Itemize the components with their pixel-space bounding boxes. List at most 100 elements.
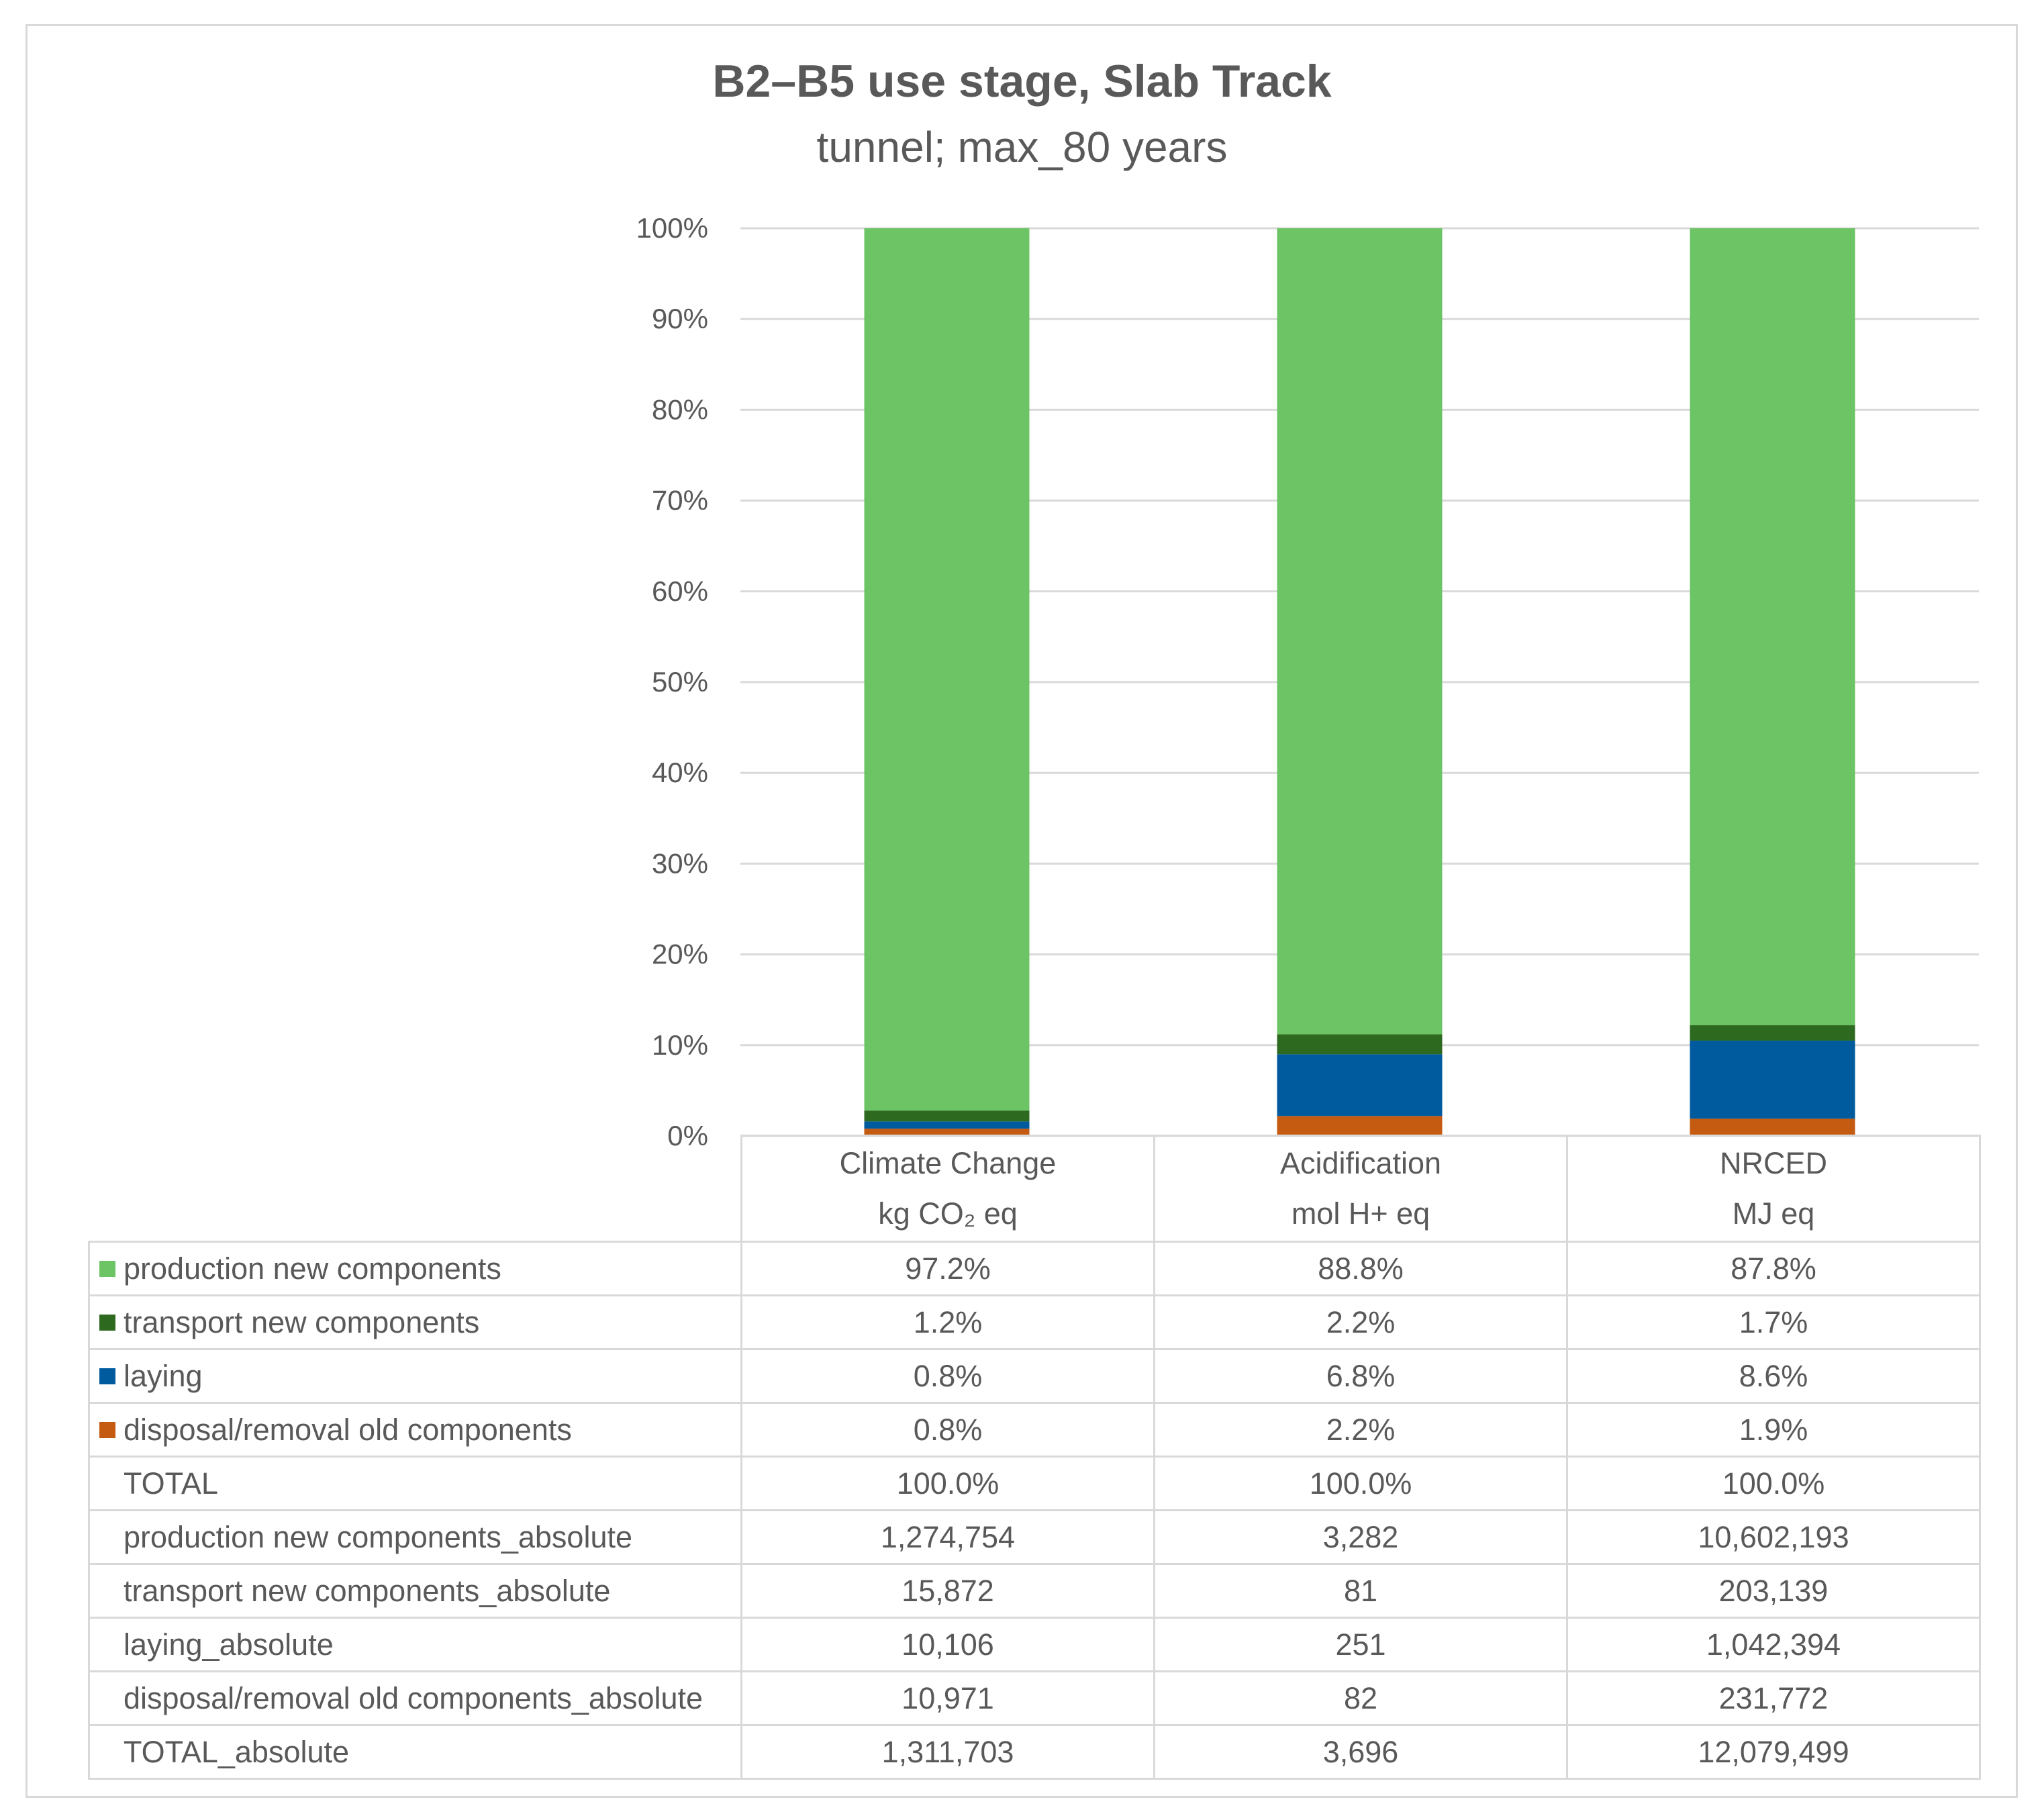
legend-label: transport new components xyxy=(88,1294,742,1350)
row-label: disposal/removal old components_absolute xyxy=(88,1670,742,1726)
table-cell: 1,311,703 xyxy=(740,1724,1155,1780)
table-cell: 203,139 xyxy=(1566,1563,1981,1619)
data-label: 87.8% xyxy=(1566,1241,1981,1296)
y-tick-label: 90% xyxy=(652,303,708,334)
legend-text: disposal/removal old components xyxy=(124,1412,572,1447)
table-row: production new components_absolute 1,274,… xyxy=(88,1509,1981,1565)
data-label: 97.2% xyxy=(740,1241,1155,1296)
table-row: disposal/removal old components_absolute… xyxy=(88,1670,1981,1726)
y-tick-label: 40% xyxy=(652,757,708,788)
bar-segment xyxy=(1690,228,1855,1026)
y-tick-label: 50% xyxy=(652,666,708,698)
table-row: TOTAL 100.0% 100.0% 100.0% xyxy=(88,1456,1981,1511)
table-cell: 3,282 xyxy=(1153,1509,1568,1565)
row-label-text: production new components_absolute xyxy=(124,1519,633,1554)
table-cell: 1,042,394 xyxy=(1566,1617,1981,1672)
data-label: 2.2% xyxy=(1153,1402,1568,1458)
table-cell: 3,696 xyxy=(1153,1724,1568,1780)
table-row: transport new components_absolute 15,872 8… xyxy=(88,1563,1981,1619)
legend-text: transport new components xyxy=(124,1304,480,1339)
category-header-content: Climate Change kg CO₂ eq xyxy=(742,1139,1153,1239)
table-row: laying 0.8% 6.8% 8.6% xyxy=(88,1348,1981,1404)
y-tick-label: 100% xyxy=(636,212,708,244)
legend-swatch xyxy=(99,1421,115,1438)
category-header-content: Acidification mol H+ eq xyxy=(1155,1139,1566,1239)
table-cell: 82 xyxy=(1153,1670,1568,1726)
bar-segment xyxy=(864,1129,1030,1136)
table-cell: 12,079,499 xyxy=(1566,1724,1981,1780)
bar-segment xyxy=(864,1110,1030,1122)
category-unit: mol H+ eq xyxy=(1291,1196,1430,1231)
y-tick-label: 20% xyxy=(652,939,708,970)
table-cell: 81 xyxy=(1153,1563,1568,1619)
bar-segment xyxy=(864,1121,1030,1129)
data-label: 1.7% xyxy=(1566,1294,1981,1350)
legend-swatch xyxy=(99,1314,115,1331)
data-label: 6.8% xyxy=(1153,1348,1568,1404)
row-label: transport new components_absolute xyxy=(88,1563,742,1619)
row-label-text: TOTAL xyxy=(124,1466,218,1501)
legend-text: production new components xyxy=(124,1251,501,1286)
bar-segment xyxy=(1690,1118,1855,1136)
table-row: TOTAL_absolute 1,311,703 3,696 12,079,499 xyxy=(88,1724,1981,1780)
row-label-text: TOTAL_absolute xyxy=(124,1734,350,1769)
category-label: Acidification xyxy=(1279,1146,1442,1180)
table-cell: 1,274,754 xyxy=(740,1509,1155,1565)
data-label: 1.2% xyxy=(740,1294,1155,1350)
row-label: TOTAL_absolute xyxy=(88,1724,742,1780)
data-label: 2.2% xyxy=(1153,1294,1568,1350)
legend-label: production new components xyxy=(88,1241,742,1296)
data-label: 0.8% xyxy=(740,1348,1155,1404)
data-table: Climate Change kg CO₂ eq Acidification mol … xyxy=(88,1135,1981,1780)
y-tick-label: 10% xyxy=(652,1029,708,1061)
y-tick-label: 60% xyxy=(652,575,708,607)
table-row: laying_absolute 10,106 251 1,042,394 xyxy=(88,1617,1981,1672)
category-label: NRCED xyxy=(1719,1146,1827,1180)
bar-segment xyxy=(1277,228,1443,1035)
table-row: transport new components 1.2% 2.2% 1.7% xyxy=(88,1294,1981,1350)
legend-label: disposal/removal old components xyxy=(88,1402,742,1458)
bar-segment xyxy=(1277,1116,1443,1136)
bar-segment xyxy=(1690,1025,1855,1041)
legend-swatch xyxy=(99,1260,115,1277)
table-cell: 15,872 xyxy=(740,1563,1155,1619)
table-cell: 100.0% xyxy=(1566,1456,1981,1511)
chart-subtitle: tunnel; max_80 years xyxy=(816,123,1228,171)
row-label: laying_absolute xyxy=(88,1617,742,1672)
table-corner xyxy=(89,1135,742,1243)
table-cell: 100.0% xyxy=(1153,1456,1568,1511)
table-cell: 100.0% xyxy=(740,1456,1155,1511)
category-unit: MJ eq xyxy=(1732,1196,1815,1231)
bar-segment xyxy=(1277,1054,1443,1116)
table-cell: 251 xyxy=(1153,1617,1568,1672)
table-header-row: Climate Change kg CO₂ eq Acidification mol … xyxy=(89,1135,1981,1243)
data-label: 88.8% xyxy=(1153,1241,1568,1296)
legend-label: laying xyxy=(88,1348,742,1404)
row-label: TOTAL xyxy=(88,1456,742,1511)
table-cell: 10,602,193 xyxy=(1566,1509,1981,1565)
table-row: production new components 97.2% 88.8% 87.8% xyxy=(88,1241,1981,1296)
y-tick-label: 70% xyxy=(652,485,708,516)
legend-text: laying xyxy=(124,1358,203,1393)
table-cell: 10,971 xyxy=(740,1670,1155,1726)
category-header: Acidification mol H+ eq xyxy=(1153,1135,1568,1243)
data-label: 1.9% xyxy=(1566,1402,1981,1458)
category-header: Climate Change kg CO₂ eq xyxy=(740,1135,1155,1243)
bar-segment xyxy=(864,228,1030,1111)
category-header: NRCED MJ eq xyxy=(1566,1135,1981,1243)
chart-title: B2–B5 use stage, Slab Track xyxy=(712,56,1332,107)
data-label: 0.8% xyxy=(740,1402,1155,1458)
data-label: 8.6% xyxy=(1566,1348,1981,1404)
y-tick-label: 80% xyxy=(652,393,708,425)
bar-segment xyxy=(1690,1041,1855,1119)
row-label-text: laying_absolute xyxy=(124,1627,334,1662)
legend-swatch xyxy=(99,1368,115,1384)
category-label: Climate Change xyxy=(839,1146,1057,1180)
category-header-content: NRCED MJ eq xyxy=(1568,1139,1979,1239)
category-unit: kg CO₂ eq xyxy=(878,1196,1018,1231)
row-label: production new components_absolute xyxy=(88,1509,742,1565)
row-label-text: disposal/removal old components_absolute xyxy=(124,1680,703,1715)
row-label-text: transport new components_absolute xyxy=(124,1573,611,1608)
table-cell: 231,772 xyxy=(1566,1670,1981,1726)
table-row: disposal/removal old components 0.8% 2.2% 1… xyxy=(88,1402,1981,1458)
